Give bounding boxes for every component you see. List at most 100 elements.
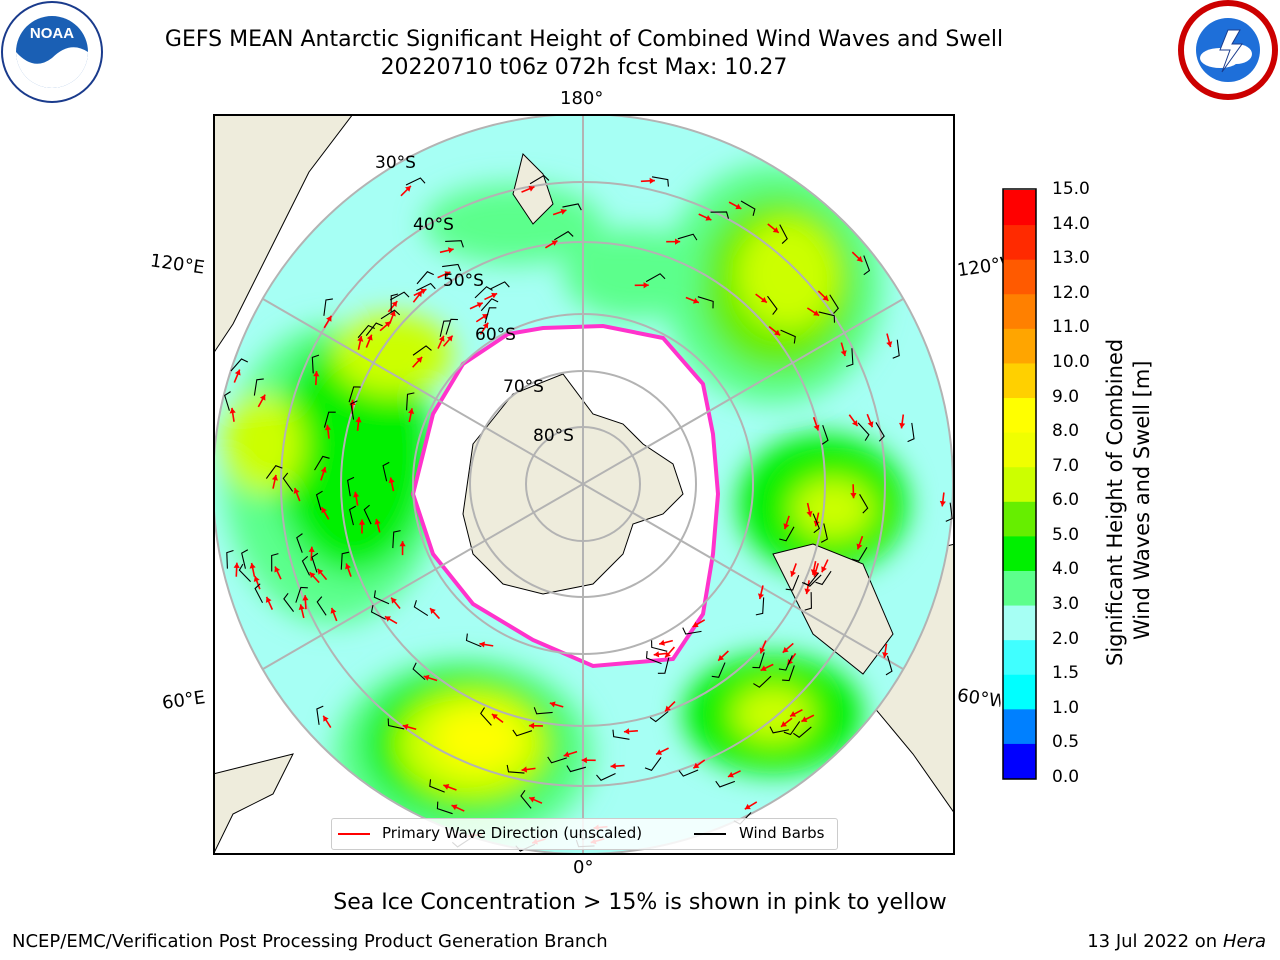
wind-barb <box>373 590 390 605</box>
wave-arrow-head <box>491 292 498 299</box>
wave-arrow-head <box>649 177 655 184</box>
wind-barb <box>612 729 630 740</box>
wave-arrow-head <box>899 422 906 429</box>
wind-barb <box>311 552 319 573</box>
wave-arrow-head <box>804 588 811 595</box>
wind-barb <box>357 324 375 339</box>
wave-arrow-head <box>416 356 423 363</box>
wind-barb <box>715 780 736 788</box>
wave-arrow-head <box>783 523 790 530</box>
colorbar-segment <box>1003 570 1036 606</box>
wave-arrow-head <box>882 652 889 658</box>
wave-arrow-head <box>801 716 808 722</box>
wave-arrow-head <box>851 420 858 427</box>
wave-arrow-head <box>229 407 236 414</box>
wind-barb <box>406 392 415 411</box>
colorbar-tick-label: 9.0 <box>1052 386 1080 407</box>
wind-barb <box>651 640 668 652</box>
wave-arrow-head <box>665 651 671 658</box>
wave-arrow-head <box>790 711 797 717</box>
legend-label-barb: Wind Barbs <box>739 824 825 842</box>
lon-label-60w: 60°W <box>955 685 1003 712</box>
wind-barb <box>416 271 434 285</box>
wind-barb <box>859 494 869 514</box>
lat-label-60s: 60°S <box>475 325 516 345</box>
colorbar-segment <box>1003 432 1036 468</box>
wind-barb <box>846 348 854 368</box>
wave-arrow-head <box>384 616 391 622</box>
wave-arrow-head <box>810 569 817 575</box>
wind-barb <box>436 801 453 815</box>
wind-barb <box>657 657 670 674</box>
legend-label-wave: Primary Wave Direction (unscaled) <box>382 824 643 842</box>
footer-date-text: 13 Jul 2022 on <box>1087 931 1223 952</box>
wind-barb <box>752 652 765 669</box>
wave-arrow-head <box>366 334 373 341</box>
colorbar-segment <box>1003 639 1036 675</box>
wind-barb <box>645 650 662 665</box>
lat-label-80s: 80°S <box>533 426 574 446</box>
wind-barb <box>445 318 458 335</box>
wave-arrow-head <box>482 314 489 320</box>
map-legend: Primary Wave Direction (unscaled) Wind B… <box>331 818 838 850</box>
wind-barb <box>779 526 795 542</box>
wind-barb <box>533 707 553 715</box>
wind-barb <box>829 294 839 314</box>
wave-arrow-head <box>551 240 558 246</box>
lon-label-0: 0° <box>573 857 594 878</box>
wave-arrow-head <box>821 566 827 573</box>
colorbar-tick-label: 1.0 <box>1052 697 1080 718</box>
wave-arrow-head <box>643 282 649 289</box>
footer-date: 13 Jul 2022 on Hera <box>1087 931 1266 952</box>
wind-barb <box>815 570 832 586</box>
wave-arrow-head <box>610 763 616 770</box>
wave-arrow-head <box>653 651 660 658</box>
wave-arrow-head <box>856 543 863 550</box>
wind-barb <box>238 563 251 582</box>
wind-barb <box>465 633 482 648</box>
wave-arrow-head <box>253 576 260 582</box>
wave-arrow-head <box>822 295 829 301</box>
wind-barb <box>778 655 793 671</box>
wind-barb <box>390 293 399 312</box>
wave-arrow-head <box>408 408 415 414</box>
nws-logo <box>1178 0 1278 100</box>
wind-barb <box>512 729 533 737</box>
wind-barb <box>416 282 436 292</box>
wind-barb <box>812 513 820 534</box>
wave-arrow-head <box>581 757 587 764</box>
lat-label-50s: 50°S <box>443 271 484 291</box>
wind-barb <box>413 600 429 617</box>
wind-barb <box>892 339 900 359</box>
wave-arrow-head <box>521 766 528 773</box>
wind-barb <box>429 779 445 793</box>
wind-barb <box>857 422 870 441</box>
wave-arrow-head <box>529 796 536 803</box>
wave-arrow-head <box>840 350 847 357</box>
wave-arrow-head <box>656 749 663 755</box>
wave-arrow-head <box>705 215 712 221</box>
wave-arrow-head <box>324 424 331 431</box>
wave-arrow-head <box>423 674 430 681</box>
wave-arrow-head <box>265 596 272 603</box>
wave-arrow-head <box>444 271 451 277</box>
wave-arrow-head <box>692 621 699 627</box>
wave-arrow-head <box>259 394 266 401</box>
wind-barb <box>480 707 492 726</box>
wave-arrow-head <box>759 647 766 654</box>
wind-barb <box>821 424 829 445</box>
wind-barb <box>907 422 915 443</box>
wave-arrow-head <box>298 604 305 611</box>
colorbar-tick-label: 12.0 <box>1052 282 1090 303</box>
wave-arrow-head <box>692 297 699 304</box>
wind-barb <box>711 662 726 678</box>
wind-barb <box>779 224 788 244</box>
colorbar-label-line2: Wind Waves and Swell [m] <box>1130 360 1154 640</box>
wind-barb <box>785 574 800 591</box>
wind-barb <box>282 472 294 492</box>
lon-label-120e: 120°E <box>148 250 206 279</box>
colorbar-tick-label: 2.0 <box>1052 628 1080 649</box>
wave-arrow-head <box>856 256 863 262</box>
wave-arrow-head <box>772 227 779 233</box>
colorbar-tick-label: 15.0 <box>1052 179 1090 199</box>
